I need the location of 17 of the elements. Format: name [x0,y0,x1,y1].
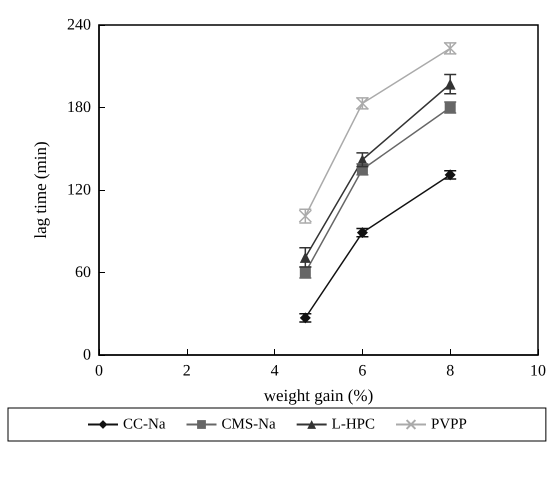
x-tick-label: 8 [446,362,454,380]
y-axis-title: lag time (min) [31,141,50,239]
legend-label: CC-Na [123,416,166,432]
legend-label: L-HPC [332,416,376,432]
x-axis-title: weight gain (%) [264,386,374,405]
legend-label: PVPP [431,416,467,432]
y-tick-label: 60 [75,264,91,281]
x-tick-label: 4 [270,362,279,380]
x-tick-label: 10 [530,362,546,380]
y-tick-label: 120 [67,182,91,198]
y-tick-label: 0 [83,346,91,364]
x-tick-label: 2 [182,362,191,380]
y-tick-label: 240 [67,16,91,34]
x-tick-label: 6 [358,362,366,380]
legend-label: CMS-Na [221,416,276,432]
y-tick-label: 180 [67,99,91,116]
x-tick-label: 0 [95,362,103,380]
